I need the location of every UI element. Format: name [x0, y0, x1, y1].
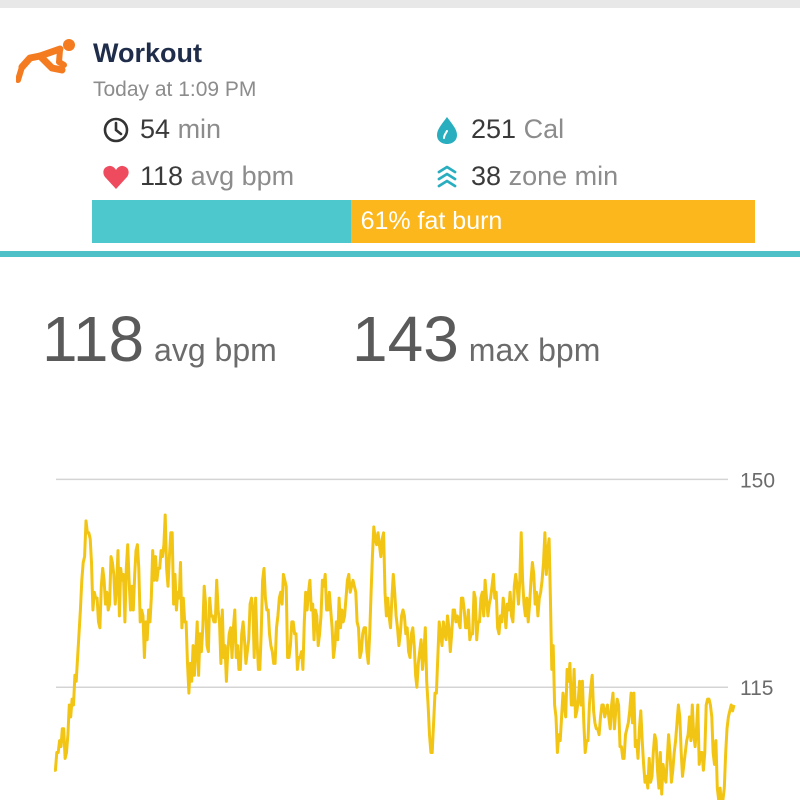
workout-time: Today at 1:09 PM — [93, 78, 257, 101]
flame-icon — [437, 117, 457, 144]
heart-zone-bar[interactable]: 61% fat burn — [92, 200, 755, 243]
runner-icon — [16, 39, 75, 83]
zone-minutes-stat: 38 zone min — [437, 161, 619, 192]
workout-summary-card[interactable]: Workout Today at 1:09 PM 54 min 251 Cal … — [0, 8, 800, 254]
status-strip — [0, 0, 800, 8]
avg-bpm-unit: avg bpm — [154, 332, 277, 368]
clock-icon — [103, 117, 129, 143]
calories-stat: 251 Cal — [437, 114, 565, 145]
zone-bar-fat-burn-segment: 61% fat burn — [350, 200, 755, 243]
heart-rate-value: 118 — [140, 161, 184, 191]
zone-chevrons-icon — [437, 165, 457, 188]
max-bpm-summary: 143 max bpm — [352, 302, 600, 376]
duration-value: 54 — [140, 114, 171, 144]
zone-bar-label: 61% fat burn — [360, 207, 503, 235]
avg-bpm-summary: 118 avg bpm — [42, 302, 277, 376]
section-divider — [0, 251, 800, 257]
max-bpm-unit: max bpm — [468, 332, 601, 368]
duration-unit: min — [177, 114, 222, 144]
heart-rate-line — [53, 513, 736, 800]
duration-stat: 54 min — [103, 114, 222, 145]
avg-bpm-value: 118 — [42, 303, 145, 375]
zone-minutes-value: 38 — [471, 161, 502, 191]
calories-value: 251 — [471, 114, 517, 144]
y-tick-label-150: 150 — [740, 469, 775, 492]
calories-unit: Cal — [523, 114, 565, 144]
heart-icon — [103, 165, 129, 189]
heart-rate-chart[interactable]: 150 115 — [0, 420, 800, 800]
heart-rate-stat: 118 avg bpm — [103, 161, 295, 192]
max-bpm-value: 143 — [352, 303, 459, 375]
y-tick-label-115: 115 — [740, 677, 773, 700]
zone-bar-cardio-segment — [92, 200, 351, 243]
zone-minutes-unit: zone min — [508, 161, 619, 191]
workout-title: Workout — [93, 38, 202, 68]
heart-rate-unit: avg bpm — [190, 161, 295, 191]
